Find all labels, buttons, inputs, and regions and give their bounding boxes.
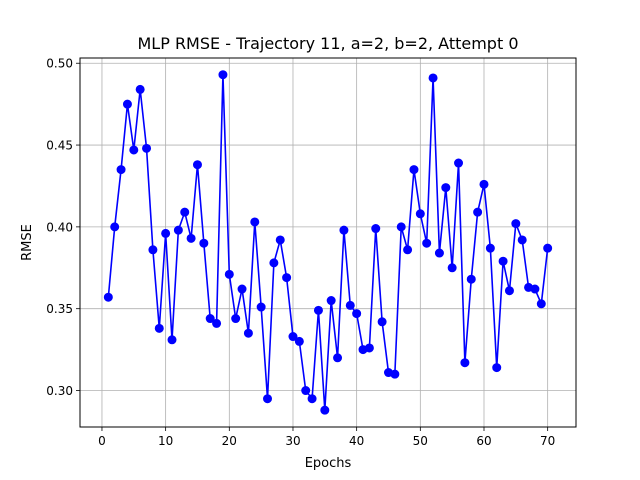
- data-point: [142, 143, 152, 153]
- x-tick-label: 40: [349, 434, 364, 448]
- data-point: [275, 235, 285, 245]
- data-point: [148, 245, 158, 255]
- data-point: [339, 225, 349, 235]
- y-axis-ticks: 0.30 0.35 0.40 0.45 0.50: [46, 57, 80, 398]
- data-point: [409, 165, 419, 175]
- x-axis-label: Epochs: [305, 456, 352, 471]
- data-point: [167, 335, 177, 345]
- data-point: [473, 207, 483, 217]
- data-point: [504, 286, 514, 296]
- data-point: [135, 84, 145, 94]
- data-point: [422, 238, 432, 248]
- plot-area: [80, 58, 576, 427]
- data-point: [511, 219, 521, 229]
- data-point: [231, 314, 241, 324]
- data-point: [447, 263, 457, 273]
- data-point: [517, 235, 527, 245]
- data-point: [250, 217, 260, 227]
- data-point: [371, 224, 381, 234]
- data-point: [224, 269, 234, 279]
- data-point: [441, 183, 451, 193]
- data-point: [243, 328, 253, 338]
- data-point: [415, 209, 425, 219]
- data-point: [301, 386, 311, 396]
- x-tick-label: 70: [540, 434, 555, 448]
- data-point: [116, 165, 126, 175]
- x-tick-label: 50: [413, 434, 428, 448]
- data-point: [403, 245, 413, 255]
- data-point: [218, 70, 228, 80]
- data-point: [352, 309, 362, 319]
- data-point: [364, 343, 374, 353]
- data-point: [173, 225, 183, 235]
- series-line-layer: [107, 73, 549, 411]
- data-point: [122, 99, 132, 109]
- x-axis-ticks: 0 10 20 30 40 50 60 70: [98, 427, 555, 448]
- plot-frame: [79, 57, 577, 428]
- data-point: [498, 256, 508, 266]
- data-point: [282, 273, 292, 283]
- x-tick-label: 30: [285, 434, 300, 448]
- data-point: [154, 323, 164, 333]
- y-tick-label: 0.30: [46, 384, 73, 398]
- data-point: [396, 222, 406, 232]
- y-tick-label: 0.40: [46, 220, 73, 234]
- data-point: [288, 332, 298, 342]
- data-point: [485, 243, 495, 253]
- data-point: [212, 318, 222, 328]
- data-point: [326, 296, 336, 306]
- data-point: [536, 299, 546, 309]
- y-axis-label: RMSE: [20, 224, 35, 261]
- rmse-series-line: [107, 73, 549, 411]
- data-point: [345, 300, 355, 310]
- data-point: [161, 228, 171, 238]
- data-point: [103, 292, 113, 302]
- data-point: [237, 284, 247, 294]
- data-point: [320, 405, 330, 415]
- x-tick-label: 10: [158, 434, 173, 448]
- x-tick-label: 0: [98, 434, 106, 448]
- data-point: [333, 353, 343, 363]
- data-point: [205, 314, 215, 324]
- data-point: [186, 233, 196, 243]
- data-point: [530, 284, 540, 294]
- data-point: [192, 160, 202, 170]
- data-point: [269, 258, 279, 268]
- data-point: [307, 394, 317, 404]
- y-tick-label: 0.50: [46, 57, 73, 71]
- chart-title: MLP RMSE - Trajectory 11, a=2, b=2, Atte…: [137, 34, 518, 53]
- data-point: [110, 222, 120, 232]
- data-point: [543, 243, 553, 253]
- data-point: [454, 158, 464, 168]
- data-point: [313, 305, 323, 315]
- data-point: [294, 336, 304, 346]
- data-point: [492, 363, 502, 373]
- data-point: [466, 274, 476, 284]
- data-point: [180, 207, 190, 217]
- data-point: [377, 317, 387, 327]
- data-point: [460, 358, 470, 368]
- data-point: [199, 238, 209, 248]
- data-point: [428, 73, 438, 83]
- data-point: [479, 179, 489, 189]
- data-point: [434, 248, 444, 258]
- series-points: [103, 70, 553, 415]
- data-point: [256, 302, 266, 312]
- data-point: [129, 145, 139, 155]
- y-tick-label: 0.35: [46, 302, 73, 316]
- x-tick-label: 60: [476, 434, 491, 448]
- data-point: [263, 394, 273, 404]
- y-tick-label: 0.45: [46, 139, 73, 153]
- data-point: [390, 369, 400, 379]
- x-tick-label: 20: [222, 434, 237, 448]
